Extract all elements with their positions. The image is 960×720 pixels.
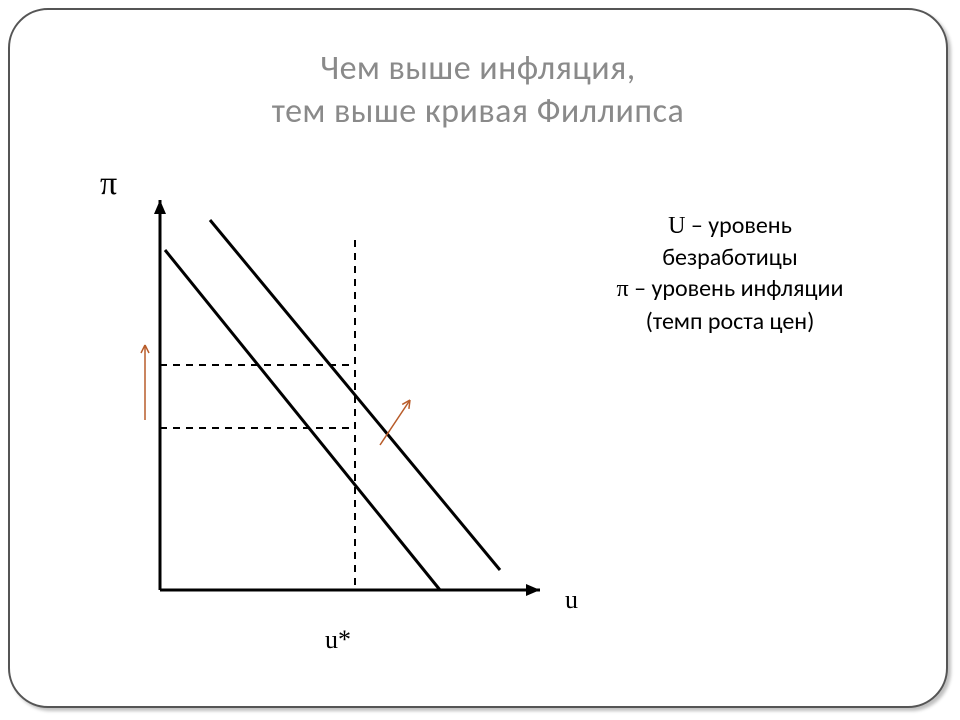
legend-line-2: безработицы bbox=[540, 242, 920, 273]
y-axis-label: π bbox=[100, 165, 117, 203]
legend-sep-2: – bbox=[629, 274, 652, 303]
legend-u-symbol: U bbox=[668, 213, 685, 239]
legend-u-text1: уровень bbox=[708, 211, 792, 240]
chart-svg bbox=[130, 190, 550, 620]
phillips-chart bbox=[130, 190, 550, 620]
title-line-1: Чем выше инфляция, bbox=[320, 48, 636, 89]
legend-pi-symbol: π bbox=[617, 276, 629, 302]
legend-line-1: U – уровень bbox=[540, 210, 920, 242]
legend-line-3: π – уровень инфляции bbox=[540, 273, 920, 305]
legend-line-4: (темп роста цен) bbox=[540, 306, 920, 337]
slide-title: Чем выше инфляция, тем выше кривая Филли… bbox=[10, 48, 946, 133]
slide-frame: Чем выше инфляция, тем выше кривая Филли… bbox=[8, 8, 948, 708]
legend-block: U – уровень безработицы π – уровень инфл… bbox=[540, 210, 920, 337]
legend-sep-1: – bbox=[685, 211, 708, 240]
title-line-2: тем выше кривая Филлипса bbox=[272, 91, 684, 132]
x-axis-label: u bbox=[565, 585, 578, 615]
legend-pi-text: уровень инфляции bbox=[651, 274, 843, 303]
x-star-label: u* bbox=[325, 625, 351, 655]
